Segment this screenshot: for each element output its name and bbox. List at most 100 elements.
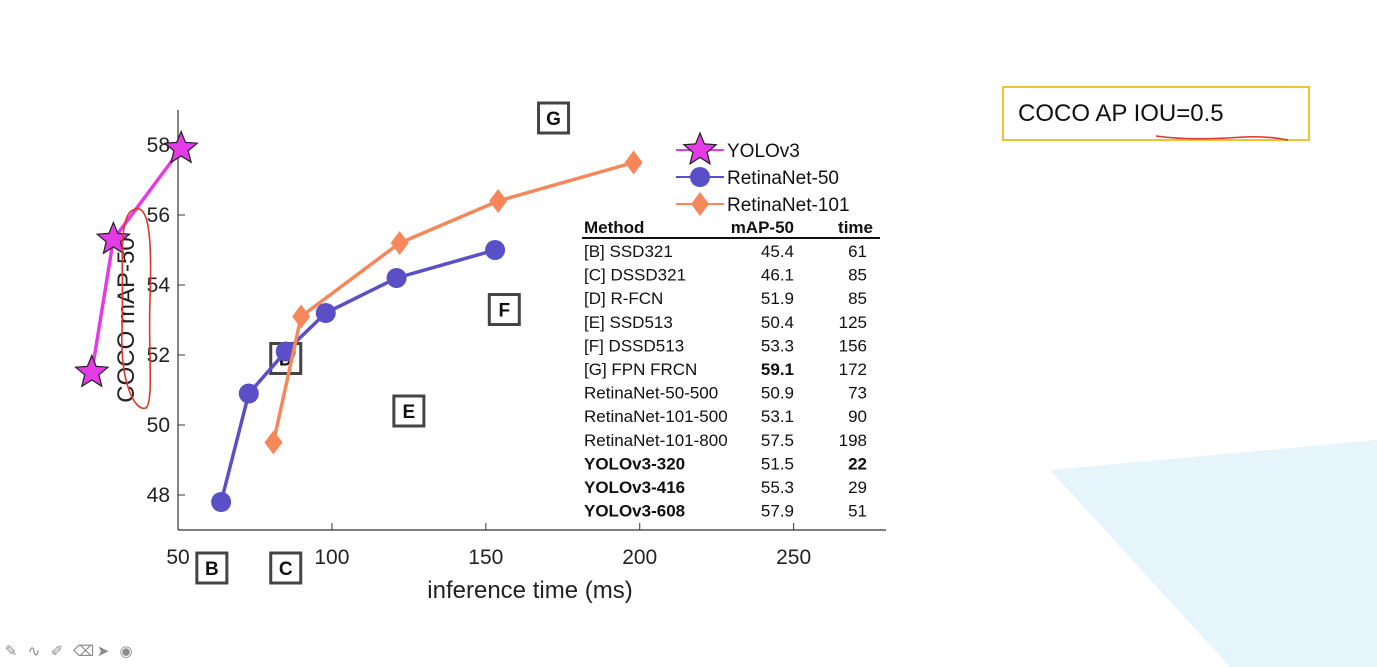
- eraser-icon[interactable]: ⌫: [73, 643, 95, 660]
- method-box-letter: C: [279, 559, 293, 580]
- legend-label: RetinaNet-101: [727, 195, 850, 216]
- table-cell-method: YOLOv3-608: [584, 502, 685, 521]
- series-retinanet-50: [211, 240, 506, 512]
- table-row: RetinaNet-101-800 57.5 198: [584, 431, 867, 450]
- table-cell-method: RetinaNet-101-800: [584, 431, 728, 450]
- y-tick-label: 52: [147, 344, 170, 367]
- x-tick-label: 250: [776, 546, 811, 569]
- table-cell-map: 46.1: [761, 266, 794, 285]
- data-point-circle: [690, 167, 710, 187]
- table-row: [G] FPN FRCN 59.1 172: [584, 360, 867, 379]
- table-cell-method: [G] FPN FRCN: [584, 360, 697, 379]
- y-axis-label: COCO mAP-50: [113, 237, 140, 402]
- pointer-icon[interactable]: ➤: [96, 643, 110, 660]
- table-cell-method: YOLOv3-320: [584, 454, 685, 473]
- table-cell-time: 198: [839, 431, 867, 450]
- ink-annotation: [121, 208, 152, 409]
- table-cell-map: 53.3: [761, 336, 794, 355]
- data-point-circle: [386, 268, 407, 288]
- table-cell-map: 50.4: [761, 313, 794, 332]
- table-cell-method: [C] DSSD321: [584, 266, 686, 285]
- table-cell-map: 59.1: [761, 360, 794, 379]
- data-point-star: [682, 131, 718, 166]
- series-line: [219, 248, 496, 503]
- data-point-diamond: [390, 231, 409, 255]
- method-boxes: BCDEFG: [195, 101, 571, 585]
- callout-box: COCO AP IOU=0.5: [1002, 86, 1310, 141]
- callout-underlined: IOU=0.5: [1133, 100, 1224, 127]
- data-point-star: [163, 129, 199, 164]
- table-cell-time: 29: [848, 478, 867, 497]
- table-row: [D] R-FCN 51.9 85: [584, 289, 867, 308]
- method-box-letter: F: [498, 301, 510, 322]
- table-row: YOLOv3-320 51.5 22: [584, 454, 867, 473]
- table-cell-time: 156: [839, 336, 867, 355]
- data-point-circle: [485, 240, 506, 260]
- data-point-diamond: [691, 192, 709, 216]
- table-cell-map: 51.9: [761, 289, 794, 308]
- method-box-letter: B: [205, 559, 219, 580]
- method-box-g: G: [537, 101, 571, 135]
- legend-entry: RetinaNet-101: [676, 192, 850, 216]
- table-cell-time: 90: [848, 407, 867, 426]
- x-tick-label: 100: [314, 546, 349, 569]
- table-cell-method: [B] SSD321: [584, 242, 673, 261]
- method-box-c: C: [269, 551, 303, 585]
- method-box-f: F: [487, 293, 521, 326]
- table-cell-method: RetinaNet-101-500: [584, 407, 728, 426]
- method-box-letter: E: [403, 402, 416, 423]
- y-tick-label: 56: [147, 204, 170, 227]
- series-layer: [74, 129, 643, 512]
- table-cell-time: 172: [839, 360, 867, 379]
- legend-label: RetinaNet-50: [727, 168, 839, 189]
- table-cell-map: 57.5: [761, 431, 794, 450]
- table-cell-map: 55.3: [761, 478, 794, 497]
- callout-text: COCO AP IOU=0.5: [1018, 100, 1224, 128]
- table-cell-time: 73: [848, 384, 867, 403]
- x-tick-label: 50: [166, 546, 189, 569]
- table-cell-time: 85: [848, 266, 867, 285]
- table-cell-map: 51.5: [761, 454, 794, 473]
- axes: [177, 110, 886, 531]
- data-point-circle: [211, 492, 232, 512]
- x-axis-label: inference time (ms): [427, 577, 632, 604]
- table-cell-map: 45.4: [761, 242, 794, 261]
- table-cell-time: 85: [848, 289, 867, 308]
- table-cell-time: 61: [848, 242, 867, 261]
- legend: YOLOv3 RetinaNet-50 RetinaNet-101: [676, 131, 850, 216]
- y-tick-label: 54: [147, 274, 171, 297]
- method-box-frame: [269, 551, 303, 585]
- data-point-diamond: [292, 304, 311, 329]
- y-tick-label: 48: [147, 484, 170, 507]
- x-tick-label: 200: [622, 546, 657, 569]
- method-box-letter: G: [546, 109, 561, 130]
- ink-icon[interactable]: ∿: [27, 643, 41, 660]
- table-row: YOLOv3-608 57.9 51: [584, 502, 867, 521]
- data-point-circle: [238, 383, 259, 404]
- series-line: [271, 160, 635, 443]
- table-cell-time: 51: [848, 502, 867, 521]
- y-tick-label: 58: [147, 134, 170, 157]
- method-box-frame: [487, 293, 521, 326]
- table-row: [C] DSSD321 46.1 85: [584, 266, 867, 285]
- legend-entry: RetinaNet-50: [676, 167, 839, 189]
- x-ticks: 50 100 150 200 250: [166, 523, 811, 569]
- pen-icon[interactable]: ✎: [4, 643, 18, 660]
- data-point-diamond: [489, 189, 508, 213]
- table-cell-method: [F] DSSD513: [584, 336, 684, 355]
- table-cell-method: [D] R-FCN: [584, 289, 663, 308]
- laser-icon[interactable]: ◉: [119, 643, 133, 660]
- table-header-map: mAP-50: [731, 218, 794, 237]
- data-point-star: [74, 353, 110, 388]
- table-row: [F] DSSD513 53.3 156: [584, 336, 867, 355]
- data-point-circle: [315, 303, 336, 323]
- highlighter-icon[interactable]: ✐: [50, 643, 64, 660]
- table-row: YOLOv3-416 55.3 29: [584, 478, 867, 497]
- series-yolov3: [74, 129, 199, 388]
- table-cell-map: 57.9: [761, 502, 794, 521]
- method-box-e: E: [392, 394, 426, 428]
- method-table: Method mAP-50 time [B] SSD321 45.4 61 [C] DSSD…: [582, 218, 880, 521]
- y-tick-label: 50: [147, 414, 170, 437]
- table-cell-method: RetinaNet-50-500: [584, 384, 718, 403]
